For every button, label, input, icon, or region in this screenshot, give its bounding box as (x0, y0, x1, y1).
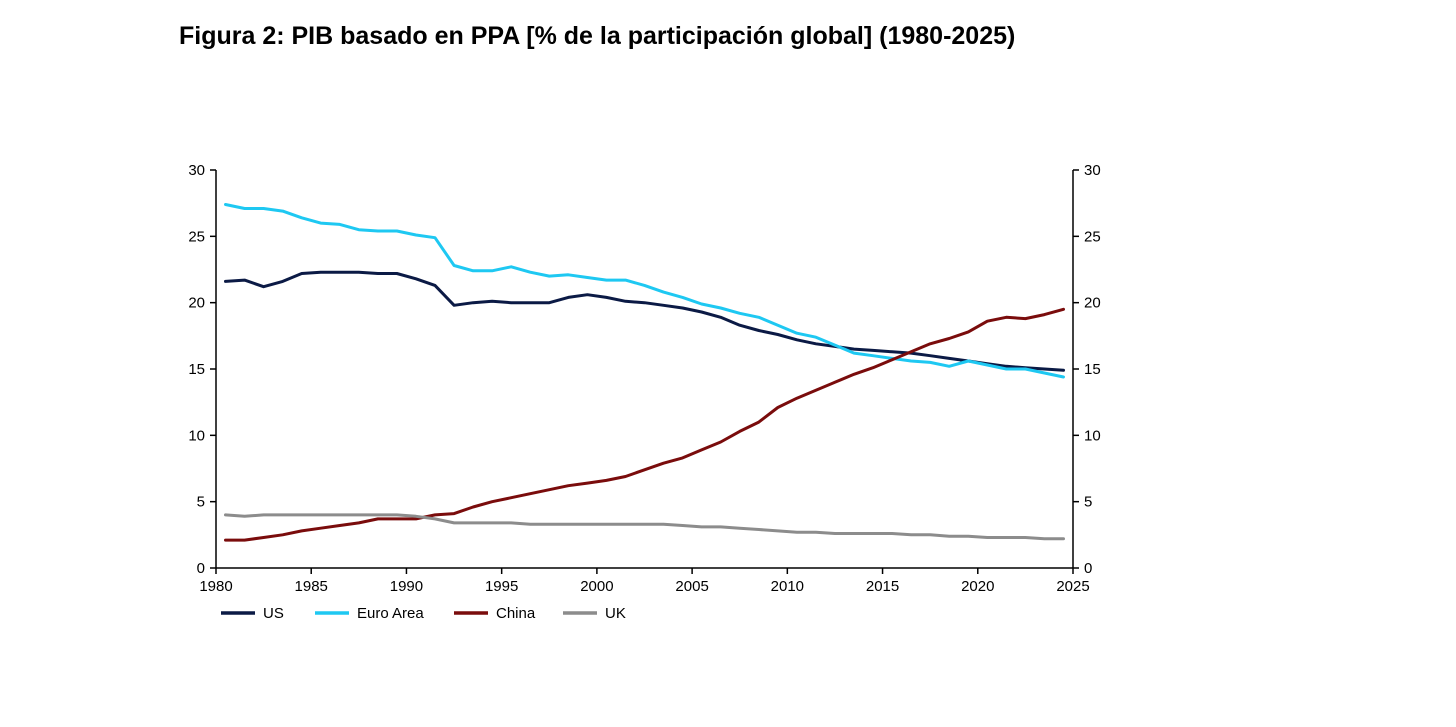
x-tick-label: 2010 (771, 578, 804, 595)
y-tick-label-right: 20 (1084, 295, 1101, 312)
x-tick-label: 2025 (1056, 578, 1089, 595)
y-tick-label-right: 5 (1084, 494, 1092, 511)
series-line-china (224, 307, 1065, 542)
series-line-uk (224, 513, 1065, 541)
y-tick-label-left: 15 (188, 361, 205, 378)
chart-title: Figura 2: PIB basado en PPA [% de la par… (179, 22, 1016, 50)
y-tick-label-left: 20 (188, 295, 205, 312)
legend-label-uk: UK (605, 605, 626, 622)
legend-label-china: China (496, 605, 536, 622)
y-tick-label-left: 0 (197, 560, 205, 577)
x-tick-label: 2020 (961, 578, 994, 595)
y-tick-label-right: 0 (1084, 560, 1092, 577)
y-tick-label-right: 15 (1084, 361, 1101, 378)
y-tick-label-left: 10 (188, 427, 205, 444)
legend: US Euro Area China UK (221, 605, 626, 622)
x-tick-label: 2015 (866, 578, 899, 595)
legend-label-euro-area: Euro Area (357, 605, 424, 622)
x-tick-label: 1980 (199, 578, 232, 595)
y-tick-label-right: 25 (1084, 228, 1101, 245)
x-tick-label: 2005 (675, 578, 708, 595)
y-tick-label-right: 30 (1084, 162, 1101, 179)
x-tick-label: 2000 (580, 578, 613, 595)
y-tick-label-right: 10 (1084, 427, 1101, 444)
x-tick-label: 1985 (295, 578, 328, 595)
y-tick-label-left: 25 (188, 228, 205, 245)
y-tick-label-left: 30 (188, 162, 205, 179)
legend-label-us: US (263, 605, 284, 622)
series-line-euro-area (224, 203, 1065, 379)
chart-axes (210, 169, 1079, 574)
x-tick-label: 1995 (485, 578, 518, 595)
y-tick-label-left: 5 (197, 494, 205, 511)
x-tick-label: 1990 (390, 578, 423, 595)
series-line-us (224, 270, 1065, 372)
series-lines (224, 203, 1065, 542)
